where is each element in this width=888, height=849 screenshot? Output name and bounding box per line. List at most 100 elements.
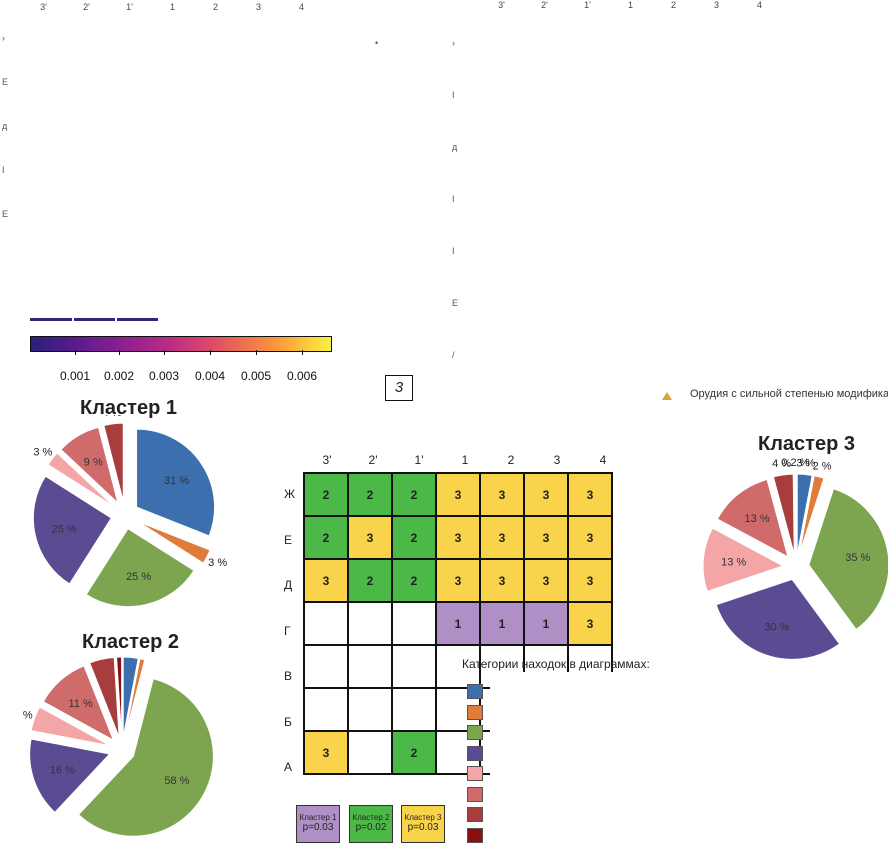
pie-slice-label: 4 % bbox=[102, 415, 121, 419]
grid-cell: 3 bbox=[347, 515, 393, 560]
legend-swatch bbox=[467, 745, 483, 761]
left-edge-tick-3: I bbox=[2, 165, 5, 175]
pie-slice bbox=[772, 473, 795, 555]
pie-slice bbox=[136, 428, 216, 537]
pie-slice bbox=[798, 475, 825, 555]
pie-slice bbox=[77, 678, 214, 837]
legend-caption: Категории находок в диаграммах: bbox=[462, 657, 650, 671]
grid-cell bbox=[303, 601, 349, 646]
panel-letter: 3 bbox=[385, 375, 413, 401]
colorbar-tick-mark bbox=[256, 350, 257, 355]
top-axis-left-label-1: 2' bbox=[83, 2, 90, 12]
pie-slice-label: 30 % bbox=[765, 622, 790, 634]
grid-cell: 3 bbox=[567, 601, 613, 646]
cluster-legend-p-value: p=0.02 bbox=[355, 822, 387, 833]
grid-cell: 2 bbox=[391, 515, 437, 560]
colorbar-tick-mark bbox=[210, 350, 211, 355]
left-edge-tick-2: д bbox=[2, 121, 8, 131]
grid-cell bbox=[347, 687, 393, 732]
left-edge-tick-1: E bbox=[2, 77, 9, 87]
colorbar-tick-label: 0.005 bbox=[240, 369, 272, 383]
pie-slice-label: 0.2 % bbox=[781, 457, 809, 469]
pie-slice-label: 2 % bbox=[813, 460, 832, 472]
grid-row-header: Б bbox=[284, 714, 292, 729]
pie-slice bbox=[30, 706, 111, 747]
grid-cell: 3 bbox=[435, 515, 481, 560]
pie-slice bbox=[796, 473, 813, 555]
grid-cell bbox=[347, 730, 393, 775]
colorbar-tick-label: 0.002 bbox=[103, 369, 135, 383]
scale-bar-segment-2 bbox=[74, 318, 115, 321]
pie-slice-label: 4 % bbox=[772, 458, 791, 470]
grid-cell bbox=[435, 644, 481, 689]
grid-cell: 3 bbox=[435, 558, 481, 603]
grid-cell: 3 bbox=[523, 515, 569, 560]
top-axis-left-label-5: 3 bbox=[255, 2, 261, 12]
colorbar-tick-mark bbox=[164, 350, 165, 355]
pie-slice bbox=[85, 527, 195, 608]
legend-swatch bbox=[467, 786, 483, 802]
pie-slice-label: 58 % bbox=[164, 775, 189, 787]
grid-cell bbox=[303, 687, 349, 732]
triangle-icon bbox=[662, 392, 672, 400]
right-edge-tick-4: I bbox=[452, 246, 455, 256]
pie-slice bbox=[116, 656, 123, 738]
top-axis-left-label-6: 4 bbox=[298, 2, 304, 12]
grid-cell: 1 bbox=[435, 601, 481, 646]
grid-column-header: 2 bbox=[507, 453, 515, 467]
pie-slice-label: 3 % bbox=[208, 557, 227, 569]
pie-slice bbox=[702, 527, 785, 592]
left-edge-tick-4: E bbox=[2, 209, 9, 219]
grid-cell: 2 bbox=[391, 730, 437, 775]
pie-slice-label: 3 % bbox=[796, 457, 815, 469]
cluster-legend-box: Кластер 1 p=0.03 bbox=[296, 805, 340, 843]
top-axis-left-label-2: 1' bbox=[126, 2, 133, 12]
grid-cell: 3 bbox=[567, 558, 613, 603]
grid-row-header: А bbox=[284, 760, 293, 774]
cluster-legend-p-value: p=0.03 bbox=[407, 822, 439, 833]
grid-column-header: 3 bbox=[553, 453, 561, 467]
left-edge-tick-0: › bbox=[2, 33, 5, 43]
legend-swatch bbox=[467, 684, 483, 699]
grid-row-header: Г bbox=[284, 623, 291, 638]
grid-cell: 2 bbox=[391, 472, 437, 517]
legend-swatch bbox=[467, 827, 483, 843]
pie-slice bbox=[47, 452, 115, 507]
cluster-legend-box: Кластер 2 p=0.02 bbox=[349, 805, 393, 843]
colorbar-tick-mark bbox=[119, 350, 120, 355]
grid-cell bbox=[391, 601, 437, 646]
grid-cell: 1 bbox=[523, 601, 569, 646]
grid-cell: 3 bbox=[303, 558, 349, 603]
colorbar-tick-label: 0.004 bbox=[194, 369, 226, 383]
grid-row-header: В bbox=[284, 669, 293, 683]
grid-cell: 3 bbox=[303, 730, 349, 775]
cluster-1-title: Кластер 1 bbox=[80, 397, 177, 419]
right-edge-tick-1: I bbox=[452, 90, 455, 100]
pie-slice-label: 25 % bbox=[126, 571, 151, 583]
grid-cell: 3 bbox=[523, 472, 569, 517]
grid-cell bbox=[347, 644, 393, 689]
grid-cell: 1 bbox=[479, 601, 525, 646]
grid-row-header: Е bbox=[284, 532, 293, 547]
top-axis-left-label-0: 3' bbox=[40, 2, 47, 12]
pie-slice bbox=[715, 578, 841, 660]
scale-bar-segment-3 bbox=[117, 318, 158, 321]
pie-slice bbox=[29, 738, 111, 814]
top-axis-left-label-3: 1 bbox=[169, 2, 175, 12]
legend-swatch bbox=[467, 704, 483, 720]
grid-cell bbox=[303, 644, 349, 689]
top-axis-right-label-5: 3 bbox=[713, 0, 719, 10]
colorbar-tick-mark bbox=[302, 350, 303, 355]
pie-chart-cluster-1: 31 % 3 % 25 % 25 % 3 % 9 % 4 % bbox=[32, 415, 227, 608]
pie-slice bbox=[122, 656, 139, 738]
pie-slice-label: 13 % bbox=[721, 557, 746, 569]
pie-slice-label: 31 % bbox=[164, 475, 189, 487]
top-axis-left-label-4: 2 bbox=[212, 2, 218, 12]
colorbar-tick-label: 0.001 bbox=[59, 369, 91, 383]
colorbar-tick-mark bbox=[75, 350, 76, 355]
colorbar-tick-label: 0.003 bbox=[148, 369, 180, 383]
